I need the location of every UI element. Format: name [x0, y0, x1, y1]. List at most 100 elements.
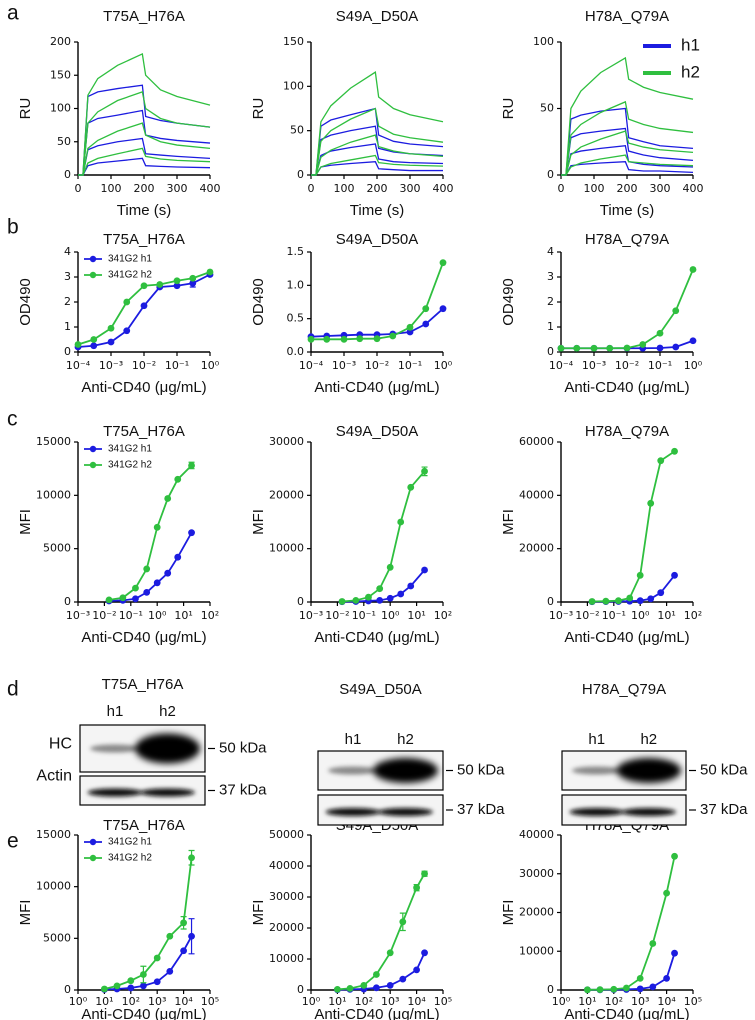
x-tick-label: 10⁵	[434, 995, 452, 1008]
data-point	[421, 467, 428, 475]
data-point	[636, 974, 644, 982]
data-point	[622, 984, 630, 992]
size-marker: 50 kDa	[457, 761, 505, 778]
data-point	[671, 949, 678, 957]
y-tick-label: 10000	[269, 542, 304, 555]
x-tick-label: 10¹	[578, 995, 596, 1008]
chart-title: H78A_Q79A	[585, 231, 669, 248]
data-point	[338, 598, 346, 605]
x-tick-label: 10⁻⁴	[549, 359, 574, 372]
blot-band	[90, 744, 140, 753]
data-point	[672, 343, 680, 351]
y-tick-label: 10000	[519, 944, 554, 957]
legend-label: 341G2 h2	[108, 460, 152, 471]
y-tick-label: 50	[290, 124, 304, 137]
chart: H78A_Q79A Time (s) RU 0 50 100 0 100 200 300 400 h1…	[500, 8, 704, 219]
y-tick-label: 0	[547, 983, 554, 996]
y-tick-label: 100	[533, 35, 554, 48]
chart: T75A_H76A Anti-CD40 (μg/mL) MFI 0 5000 10000 1…	[17, 817, 219, 1020]
data-point	[389, 332, 397, 340]
data-point	[180, 919, 188, 927]
x-tick-label: 10⁻²	[575, 609, 599, 622]
x-axis-label: Anti-CD40 (μg/mL)	[81, 629, 206, 646]
data-point	[356, 335, 364, 343]
series-line	[592, 450, 676, 603]
y-tick-label: 0.5	[287, 312, 305, 325]
x-tick-label: 10²	[201, 609, 219, 622]
y-tick-label: 30000	[519, 867, 554, 880]
y-axis-label: MFI	[17, 900, 34, 926]
data-point	[376, 585, 384, 593]
y-tick-label: 0	[64, 345, 71, 358]
data-point	[671, 571, 678, 579]
chart: S49A_D50A Time (s) RU 0 50 100 150 0 100 200 300 40…	[250, 8, 454, 219]
data-point	[422, 305, 430, 313]
x-axis-label: Anti-CD40 (μg/mL)	[314, 379, 439, 396]
series-line	[341, 470, 426, 603]
data-point	[606, 344, 614, 352]
y-tick-label: 1	[547, 320, 554, 333]
data-point	[663, 974, 670, 982]
x-tick-label: 10⁰	[302, 995, 321, 1008]
data-point	[663, 889, 670, 897]
lane-label: h1	[107, 703, 124, 720]
x-tick-label: 10⁰	[381, 609, 400, 622]
y-axis-label: MFI	[500, 509, 517, 535]
data-point	[153, 978, 161, 986]
data-point	[421, 949, 428, 957]
x-tick-label: 10⁻³	[66, 609, 90, 622]
size-marker: 50 kDa	[700, 761, 748, 778]
y-tick-label: 0	[547, 345, 554, 358]
data-point	[105, 596, 113, 604]
series-line	[109, 532, 193, 602]
data-point	[180, 947, 188, 955]
x-axis-label: Anti-CD40 (μg/mL)	[314, 1006, 439, 1020]
data-point	[636, 597, 644, 605]
chart-title: S49A_D50A	[336, 8, 419, 25]
x-tick-label: 100	[334, 182, 355, 195]
x-tick-label: 10⁻³	[99, 359, 123, 372]
y-axis-label: RU	[250, 98, 267, 120]
legend-label: h2	[681, 62, 700, 81]
data-point	[107, 324, 115, 332]
y-tick-label: 30000	[269, 890, 304, 903]
y-tick-label: 10000	[269, 952, 304, 965]
data-point	[140, 302, 148, 310]
data-point	[373, 335, 381, 343]
x-tick-label: 10¹	[407, 609, 425, 622]
y-tick-label: 50	[540, 102, 554, 115]
blot-band	[616, 758, 682, 783]
x-tick-label: 10¹	[174, 609, 192, 622]
sensorgram-curve	[561, 130, 694, 176]
x-axis-label: Anti-CD40 (μg/mL)	[564, 629, 689, 646]
data-point	[615, 597, 622, 605]
legend-marker	[89, 271, 97, 279]
data-point	[421, 870, 428, 878]
legend-label: 341G2 h1	[108, 254, 152, 265]
data-point	[421, 566, 428, 574]
data-point	[372, 984, 380, 992]
data-point	[656, 344, 664, 352]
panel-label: a	[7, 2, 19, 25]
y-axis-label: MFI	[250, 509, 267, 535]
data-point	[189, 279, 197, 287]
x-tick-label: 10¹	[328, 995, 346, 1008]
data-point	[119, 594, 127, 602]
data-point	[173, 277, 181, 285]
y-tick-label: 0	[297, 983, 304, 996]
data-point	[113, 982, 121, 990]
legend-marker	[89, 461, 97, 469]
data-point	[90, 342, 98, 350]
data-point	[123, 298, 131, 306]
lane-label: h2	[159, 703, 176, 720]
data-point	[365, 593, 372, 601]
legend-marker	[89, 838, 97, 846]
x-tick-label: 400	[683, 182, 704, 195]
blot-band	[135, 733, 200, 764]
x-tick-label: 10⁰	[201, 359, 220, 372]
x-tick-label: 10²	[684, 609, 702, 622]
y-tick-label: 100	[283, 79, 304, 92]
data-point	[439, 305, 447, 313]
y-tick-label: 150	[283, 35, 304, 48]
